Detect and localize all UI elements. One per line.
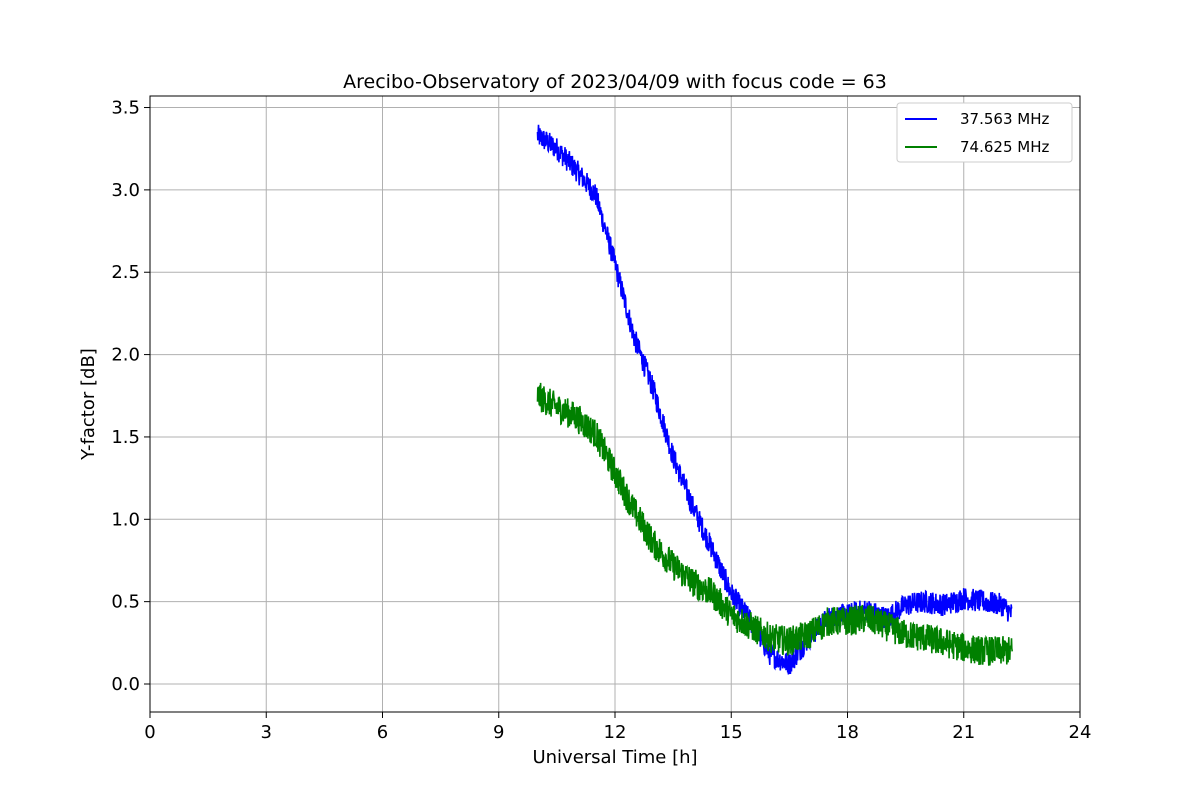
x-tick-label: 9 <box>493 722 504 743</box>
x-tick-label: 15 <box>720 722 743 743</box>
x-tick-label: 18 <box>836 722 859 743</box>
chart-title: Arecibo-Observatory of 2023/04/09 with f… <box>343 71 887 93</box>
y-axis-label: Y-factor [dB] <box>78 348 99 461</box>
x-tick-label: 0 <box>144 722 155 743</box>
x-tick-label: 12 <box>604 722 627 743</box>
series-line-1 <box>536 382 1013 666</box>
x-tick-label: 6 <box>377 722 388 743</box>
x-axis-label: Universal Time [h] <box>532 747 697 768</box>
series-line-0 <box>536 124 1013 675</box>
y-tick-label: 0.0 <box>111 674 140 695</box>
x-tick-label: 3 <box>261 722 272 743</box>
axis-ticks: 0 3 6 9 12 15 18 21 24 0.0 0.5 1.0 1.5 2.0 2.5 3.0 3.5 <box>111 98 1091 743</box>
y-tick-label: 2.5 <box>111 262 140 283</box>
x-tick-label: 21 <box>952 722 975 743</box>
plot-area <box>536 124 1013 675</box>
legend: 37.563 MHz 74.625 MHz <box>896 102 1073 163</box>
y-tick-label: 0.5 <box>111 592 140 613</box>
y-tick-label: 2.0 <box>111 345 140 366</box>
legend-label-1: 74.625 MHz <box>960 138 1049 156</box>
y-tick-label: 3.0 <box>111 180 140 201</box>
x-tick-label: 24 <box>1069 722 1092 743</box>
y-tick-label: 1.5 <box>111 427 140 448</box>
legend-box <box>896 102 1073 163</box>
y-tick-label: 3.5 <box>111 98 140 119</box>
legend-label-0: 37.563 MHz <box>960 110 1049 128</box>
y-tick-label: 1.0 <box>111 509 140 530</box>
